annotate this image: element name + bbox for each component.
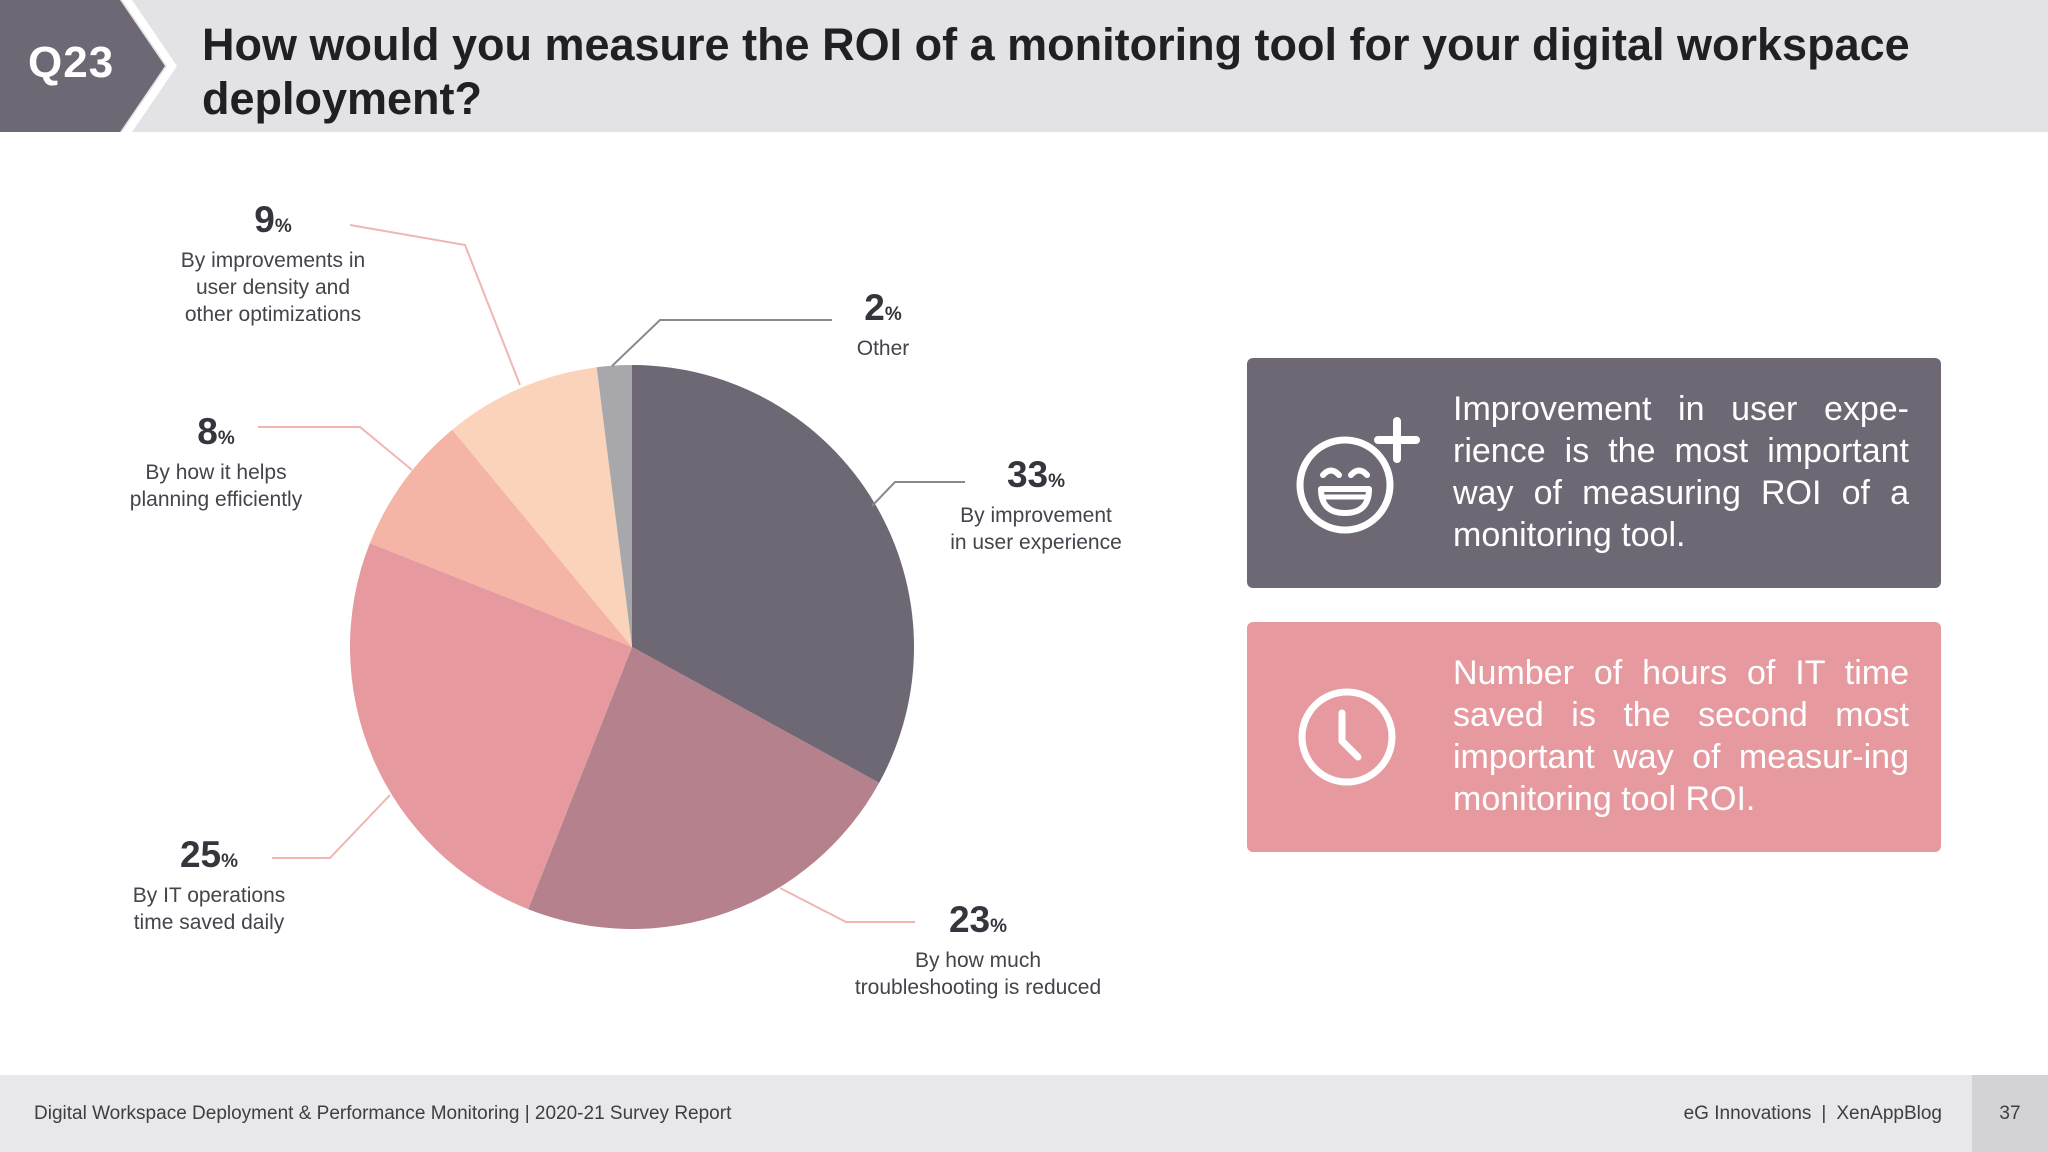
label-planning: 8% By how it helps planning efficiently [96, 412, 336, 513]
slice-label-user-experience: By improvement in user experience [950, 504, 1122, 554]
page-number: 37 [1972, 1075, 2048, 1152]
leader-user-experience [871, 481, 965, 507]
footer-brands: eG Innovations | XenAppBlog [1684, 1103, 1942, 1125]
label-troubleshooting: 23% By how much troubleshooting is reduc… [808, 900, 1148, 1001]
callout-text-1: Improvement in user expe-rience is the m… [1453, 390, 1909, 554]
brand-eg-innovations: eG Innovations [1683, 1103, 1812, 1124]
slice-label-density: By improvements in user density and othe… [180, 249, 366, 326]
label-density: 9% By improvements in user density and o… [148, 200, 398, 328]
label-it-time: 25% By IT operations time saved daily [94, 835, 324, 936]
slice-value-user-experience: 33% [1006, 454, 1066, 495]
smiley-plus-icon [1296, 417, 1420, 534]
slice-value-density: 9% [254, 199, 292, 240]
label-other: 2% Other [833, 288, 933, 362]
page-title: How would you measure the ROI of a monit… [202, 19, 1910, 124]
pie-chart [258, 224, 965, 929]
callout-text-2: Number of hours of IT time saved is the … [1453, 654, 1909, 818]
slice-value-other: 2% [864, 287, 902, 328]
clock-icon [1298, 688, 1396, 786]
report-title: Digital Workspace Deployment & Performan… [34, 1103, 732, 1124]
header-bar: Q23 How would you measure the ROI of a m… [0, 0, 2048, 132]
slice-other [596, 365, 632, 647]
slice-label-it-time: By IT operations time saved daily [132, 884, 286, 934]
slice-value-it-time: 25% [179, 834, 239, 875]
slice-troubleshooting [528, 647, 880, 929]
slice-planning [369, 429, 632, 647]
footer-bar: Digital Workspace Deployment & Performan… [0, 1075, 2048, 1152]
callout-user-experience: Improvement in user expe-rience is the m… [1247, 358, 1941, 588]
leader-troubleshooting [779, 887, 915, 923]
leader-density [349, 224, 521, 386]
question-number: Q23 [28, 38, 115, 87]
brand-separator: | [1821, 1103, 1827, 1124]
slice-label-planning: By how it helps planning efficiently [129, 461, 303, 511]
slice-value-planning: 8% [197, 411, 235, 452]
slice-user-experience [632, 365, 914, 783]
callout-it-time: Number of hours of IT time saved is the … [1247, 622, 1941, 852]
slice-it-time [350, 543, 632, 910]
leader-it-time [272, 794, 391, 859]
slice-label-other: Other [856, 337, 910, 360]
slice-density [452, 367, 632, 647]
brand-xenappblog: XenAppBlog [1836, 1103, 1942, 1124]
label-user-experience: 33% By improvement in user experience [916, 455, 1156, 556]
leader-other [611, 319, 832, 367]
leader-planning [258, 426, 413, 471]
slice-value-troubleshooting: 23% [948, 899, 1008, 940]
slice-label-troubleshooting: By how much troubleshooting is reduced [854, 949, 1102, 999]
